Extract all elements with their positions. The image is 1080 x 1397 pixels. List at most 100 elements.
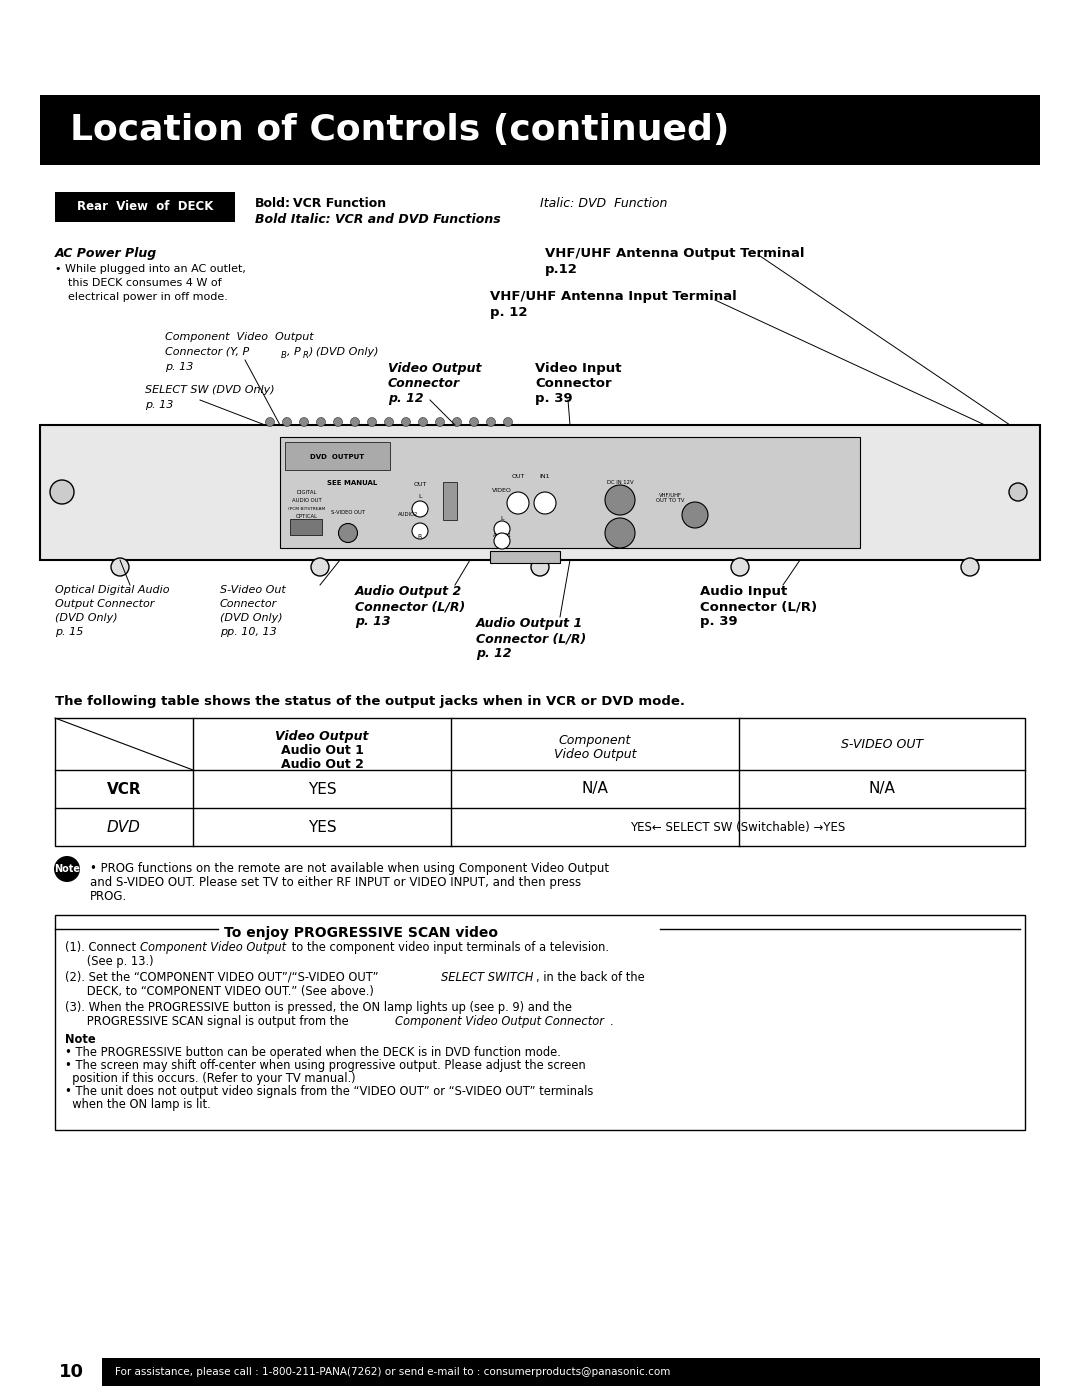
Bar	[55, 718, 1025, 847]
Circle shape	[299, 418, 309, 426]
Text: YES: YES	[308, 781, 336, 796]
Bar	[40, 1358, 102, 1386]
Bar	[55, 915, 1025, 1130]
Text: , in the back of the: , in the back of the	[536, 971, 645, 983]
Text: p.12: p.12	[545, 263, 578, 277]
Bar	[40, 425, 1040, 560]
Circle shape	[411, 522, 428, 539]
Text: Connector (Y, P: Connector (Y, P	[165, 346, 249, 358]
Text: Video Output: Video Output	[388, 362, 482, 374]
Text: SEE MANUAL: SEE MANUAL	[327, 481, 377, 486]
Text: For assistance, please call : 1-800-211-PANA(7262) or send e-mail to : consumerp: For assistance, please call : 1-800-211-…	[114, 1368, 671, 1377]
Text: (PCM BITSTREAM: (PCM BITSTREAM	[288, 507, 326, 511]
Bar	[280, 437, 860, 548]
Text: Rear  View  of  DECK: Rear View of DECK	[77, 201, 213, 214]
Circle shape	[111, 557, 129, 576]
Circle shape	[283, 418, 292, 426]
Circle shape	[411, 502, 428, 517]
Circle shape	[507, 492, 529, 514]
Circle shape	[494, 521, 510, 536]
Text: Audio Output 1: Audio Output 1	[476, 617, 583, 630]
Circle shape	[531, 557, 549, 576]
Circle shape	[1009, 483, 1027, 502]
Text: N/A: N/A	[581, 781, 608, 796]
Text: N/A: N/A	[868, 781, 895, 796]
Text: p. 13: p. 13	[355, 615, 391, 629]
Text: To enjoy PROGRESSIVE SCAN video: To enjoy PROGRESSIVE SCAN video	[224, 926, 498, 940]
Circle shape	[50, 481, 75, 504]
Text: Video Output: Video Output	[554, 747, 636, 761]
Circle shape	[334, 418, 342, 426]
Text: p. 12: p. 12	[388, 393, 423, 405]
Text: Note: Note	[54, 863, 80, 875]
Text: • The screen may shift off-center when using progressive output. Please adjust t: • The screen may shift off-center when u…	[65, 1059, 585, 1071]
Text: DVD  OUTPUT: DVD OUTPUT	[310, 454, 364, 460]
Text: DECK, to “COMPONENT VIDEO OUT.” (See above.): DECK, to “COMPONENT VIDEO OUT.” (See abo…	[65, 985, 374, 997]
Bar	[40, 1358, 1040, 1386]
Text: VHF/UHF
OUT TO TV: VHF/UHF OUT TO TV	[656, 493, 685, 503]
Text: Audio Output 2: Audio Output 2	[355, 585, 462, 598]
Text: PROG.: PROG.	[90, 890, 127, 902]
Text: Italic: DVD  Function: Italic: DVD Function	[540, 197, 667, 210]
Text: L: L	[418, 495, 422, 500]
Text: (See p. 13.): (See p. 13.)	[65, 956, 153, 968]
Text: p. 13: p. 13	[145, 400, 174, 409]
Text: VCR: VCR	[107, 781, 141, 796]
Text: Video Output: Video Output	[275, 731, 368, 743]
Text: Bold Italic: VCR and DVD Functions: Bold Italic: VCR and DVD Functions	[255, 212, 501, 226]
Text: DC IN 12V: DC IN 12V	[607, 479, 633, 485]
Circle shape	[605, 518, 635, 548]
Text: Output Connector: Output Connector	[55, 599, 154, 609]
Text: R: R	[418, 535, 422, 539]
Text: 10: 10	[58, 1363, 83, 1382]
Text: Connector (L/R): Connector (L/R)	[476, 631, 586, 645]
Text: The following table shows the status of the output jacks when in VCR or DVD mode: The following table shows the status of …	[55, 694, 685, 708]
Circle shape	[470, 418, 478, 426]
Text: Connector: Connector	[220, 599, 278, 609]
Text: Optical Digital Audio: Optical Digital Audio	[55, 585, 170, 595]
Text: YES: YES	[308, 820, 336, 834]
Bar	[291, 520, 322, 535]
Text: S-VIDEO OUT: S-VIDEO OUT	[841, 738, 923, 752]
Text: YES← SELECT SW (Switchable) →YES: YES← SELECT SW (Switchable) →YES	[631, 820, 846, 834]
Text: p. 15: p. 15	[55, 627, 83, 637]
Text: Component Video Output Connector: Component Video Output Connector	[395, 1016, 604, 1028]
Text: IN1: IN1	[540, 475, 550, 479]
Text: Audio Out 2: Audio Out 2	[281, 759, 364, 771]
Text: when the ON lamp is lit.: when the ON lamp is lit.	[65, 1098, 211, 1111]
Text: p. 39: p. 39	[700, 615, 738, 629]
Text: VCR Function: VCR Function	[293, 197, 387, 210]
Text: , P: , P	[287, 346, 300, 358]
Text: p. 12: p. 12	[490, 306, 527, 319]
Text: OUT: OUT	[511, 475, 525, 479]
Circle shape	[486, 418, 496, 426]
Text: Connector (L/R): Connector (L/R)	[700, 599, 818, 613]
Text: SELECT SWITCH: SELECT SWITCH	[441, 971, 534, 983]
Text: S-VIDEO OUT: S-VIDEO OUT	[330, 510, 365, 514]
Circle shape	[311, 557, 329, 576]
Circle shape	[54, 856, 80, 882]
Text: Connector: Connector	[535, 377, 611, 390]
Text: electrical power in off mode.: electrical power in off mode.	[68, 292, 228, 302]
Circle shape	[605, 485, 635, 515]
Text: Bold:: Bold:	[255, 197, 291, 210]
Text: • PROG functions on the remote are not available when using Component Video Outp: • PROG functions on the remote are not a…	[90, 862, 609, 875]
Text: and S-VIDEO OUT. Please set TV to either RF INPUT or VIDEO INPUT, and then press: and S-VIDEO OUT. Please set TV to either…	[90, 876, 581, 888]
Text: .: .	[610, 1016, 613, 1028]
Bar	[490, 550, 561, 563]
Circle shape	[503, 418, 513, 426]
Circle shape	[384, 418, 393, 426]
Circle shape	[351, 418, 360, 426]
Text: AUDIO2: AUDIO2	[397, 513, 418, 517]
Text: OPTICAL: OPTICAL	[296, 514, 318, 518]
Circle shape	[961, 557, 978, 576]
Text: p. 39: p. 39	[535, 393, 572, 405]
Text: Component: Component	[558, 733, 631, 747]
Circle shape	[435, 418, 445, 426]
Circle shape	[453, 418, 461, 426]
Text: VIDEO: VIDEO	[492, 488, 512, 493]
Circle shape	[316, 418, 325, 426]
Text: p. 12: p. 12	[476, 647, 512, 659]
Text: (2). Set the “COMPONENT VIDEO OUT”/“S-VIDEO OUT”: (2). Set the “COMPONENT VIDEO OUT”/“S-VI…	[65, 971, 382, 983]
Text: • The PROGRESSIVE button can be operated when the DECK is in DVD function mode.: • The PROGRESSIVE button can be operated…	[65, 1046, 561, 1059]
